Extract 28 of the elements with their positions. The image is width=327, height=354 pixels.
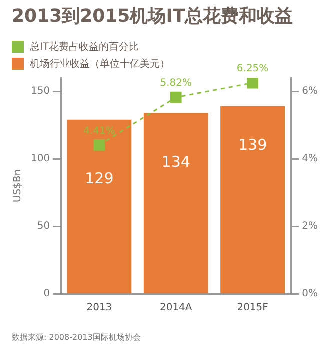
y2-tick-label: 0%	[302, 288, 318, 300]
data-label: 139	[238, 136, 268, 154]
bar	[67, 120, 132, 294]
data-label: 6.25%	[236, 64, 269, 75]
y-tick-label: 50	[37, 221, 50, 232]
point	[247, 78, 258, 89]
y-tick-label: 100	[30, 154, 50, 165]
point	[170, 92, 182, 104]
legend-label: 机场行业收益（单位十亿美元）	[30, 58, 170, 70]
bar	[220, 106, 285, 294]
x-tick-label: 2014A	[160, 302, 192, 314]
source-note: 数据来源: 2008-2013国际机场协会	[12, 332, 141, 343]
y2-tick-label: 4%	[302, 154, 318, 165]
point	[94, 139, 106, 151]
bar	[144, 113, 208, 294]
data-label: 5.82%	[160, 78, 192, 90]
data-label: 129	[85, 170, 114, 188]
x-tick-label: 2013	[86, 302, 112, 314]
data-label: 4.41%	[84, 126, 116, 137]
y-tick-label: 0	[44, 288, 50, 300]
legend-label: 总IT花费占收益的百分比	[30, 40, 140, 54]
chart-title: 2013到2015机场IT总花费和收益	[12, 5, 294, 28]
x-tick-label: 2015F	[237, 302, 269, 314]
y-axis-title: US$Bn	[12, 169, 24, 203]
data-label: 134	[162, 152, 190, 171]
y-tick-label: 150	[30, 86, 50, 98]
y2-tick-label: 2%	[302, 221, 318, 232]
y2-tick-label: 6%	[302, 86, 318, 98]
